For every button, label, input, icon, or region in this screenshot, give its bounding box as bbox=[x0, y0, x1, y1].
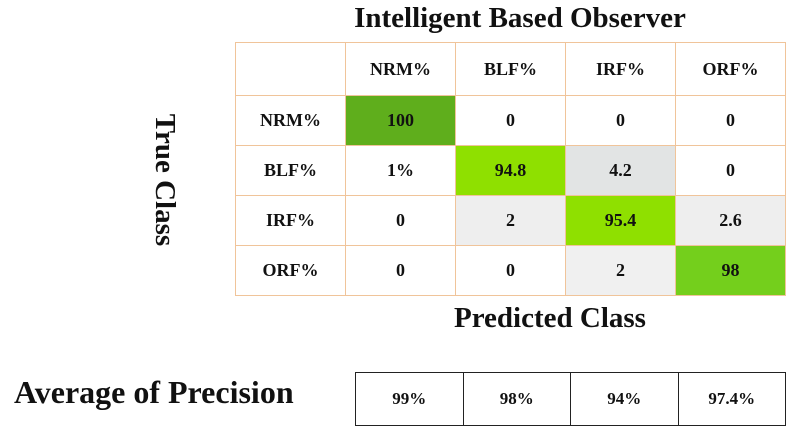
row-header: ORF% bbox=[235, 245, 346, 296]
title: Intelligent Based Observer bbox=[354, 2, 686, 34]
precision-cell: 99% bbox=[355, 372, 464, 426]
matrix-cell: 2 bbox=[455, 195, 566, 246]
matrix-cell: 98 bbox=[675, 245, 786, 296]
matrix-cell: 4.2 bbox=[565, 145, 676, 196]
matrix-cell: 0 bbox=[345, 195, 456, 246]
row-header: BLF% bbox=[235, 145, 346, 196]
matrix-cell: 0 bbox=[675, 95, 786, 146]
matrix-cell: 95.4 bbox=[565, 195, 676, 246]
matrix-cell: 2.6 bbox=[675, 195, 786, 246]
row-header: IRF% bbox=[235, 195, 346, 246]
matrix-cell: 0 bbox=[455, 245, 566, 296]
column-header: NRM% bbox=[345, 42, 456, 96]
precision-cell: 97.4% bbox=[677, 372, 786, 426]
precision-label: Average of Precision bbox=[14, 374, 294, 410]
row-header: NRM% bbox=[235, 95, 346, 146]
matrix-cell: 1% bbox=[345, 145, 456, 196]
column-header: ORF% bbox=[675, 42, 786, 96]
precision-cell: 94% bbox=[570, 372, 679, 426]
y-axis-label: True Class bbox=[149, 113, 181, 247]
matrix-cell: 2 bbox=[565, 245, 676, 296]
matrix-cell: 0 bbox=[455, 95, 566, 146]
matrix-cell: 100 bbox=[345, 95, 456, 146]
matrix-cell: 0 bbox=[565, 95, 676, 146]
matrix-cell: 0 bbox=[345, 245, 456, 296]
precision-cell: 98% bbox=[462, 372, 571, 426]
column-header: BLF% bbox=[455, 42, 566, 96]
corner-cell bbox=[235, 42, 346, 96]
matrix-cell: 94.8 bbox=[455, 145, 566, 196]
matrix-cell: 0 bbox=[675, 145, 786, 196]
x-axis-label: Predicted Class bbox=[454, 302, 646, 334]
column-header: IRF% bbox=[565, 42, 676, 96]
